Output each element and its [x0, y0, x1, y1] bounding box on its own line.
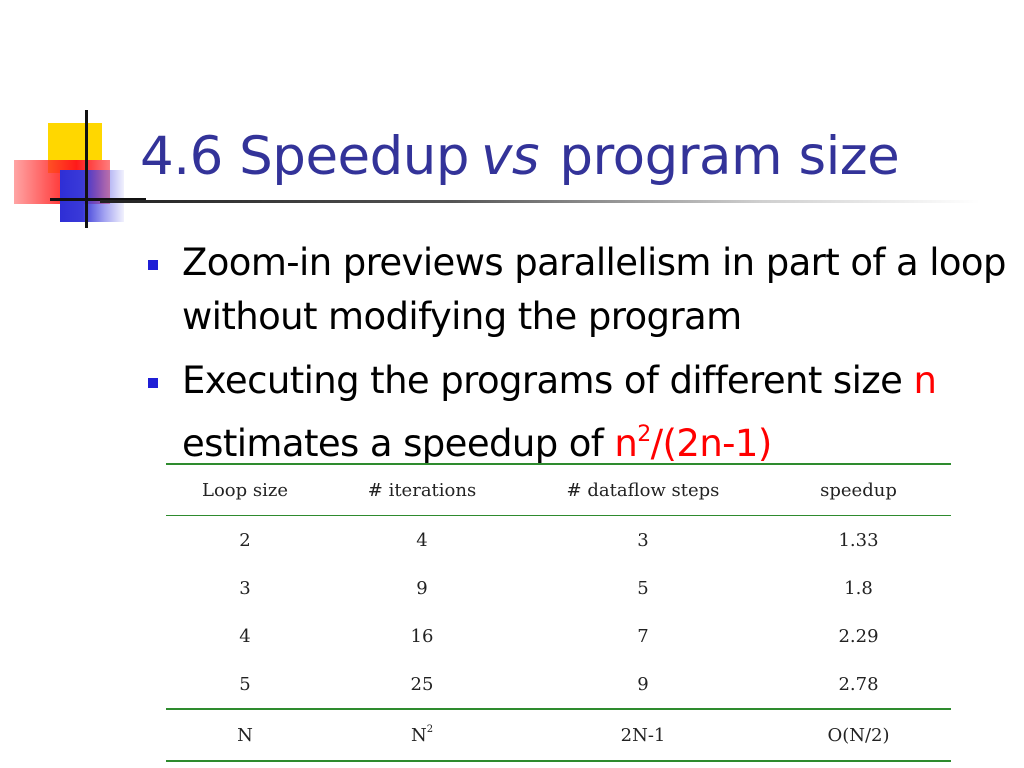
header-loop-size: Loop size	[166, 463, 324, 516]
title-number: 4.6	[140, 126, 223, 187]
blue-square-decoration	[60, 170, 124, 222]
corner-logo	[0, 0, 150, 240]
table-row: 3 9 5 1.8	[166, 564, 951, 612]
bullet-item: Zoom-in previews parallelism in part of …	[144, 236, 1014, 344]
title-part2: program size	[559, 126, 900, 187]
footer-iterations-exponent: 2	[426, 724, 434, 735]
table-row: 2 4 3 1.33	[166, 516, 951, 565]
table-header-row: Loop size # iterations # dataflow steps …	[166, 463, 951, 516]
bullet-text-middle: estimates a speedup of	[182, 422, 604, 465]
cell-iterations: 9	[416, 577, 428, 599]
speedup-table: Loop size # iterations # dataflow steps …	[166, 463, 951, 762]
footer-loop-size: N	[166, 709, 324, 762]
cell-dataflow-steps: 3	[637, 529, 649, 551]
table-row: 4 16 7 2.29	[166, 612, 951, 660]
table-row: 5 25 9 2.78	[166, 660, 951, 710]
slide-title: 4.6 Speedup vs program size	[140, 122, 900, 192]
cell-iterations: 4	[416, 529, 428, 551]
cell-loop-size: 3	[239, 577, 251, 599]
cell-speedup: 2.78	[766, 660, 951, 710]
horizontal-line-decoration	[50, 198, 146, 201]
bullet-square-icon	[148, 260, 158, 270]
bullet-text: Zoom-in previews parallelism in part of …	[182, 241, 1006, 338]
cell-loop-size: 2	[239, 529, 251, 551]
table-footer-row: N N2 2N-1 O(N/2)	[166, 709, 951, 762]
title-underline	[100, 200, 980, 203]
cell-loop-size: 4	[239, 625, 251, 647]
footer-speedup: O(N/2)	[766, 709, 951, 762]
cell-dataflow-steps: 7	[637, 625, 649, 647]
highlight-n: n	[913, 359, 937, 402]
cell-loop-size: 5	[166, 660, 324, 710]
header-speedup: speedup	[766, 463, 951, 516]
bullet-list: Zoom-in previews parallelism in part of …	[144, 236, 1014, 481]
cell-speedup: 1.33	[838, 529, 879, 551]
header-dataflow-steps: # dataflow steps	[520, 463, 766, 516]
title-vs: vs	[481, 126, 540, 187]
formula-exponent: 2	[637, 422, 651, 447]
bullet-text-before: Executing the programs of different size	[182, 359, 903, 402]
footer-iterations-base: N	[410, 725, 427, 746]
speedup-formula: n2/(2n-1)	[614, 422, 773, 465]
vertical-line-decoration	[85, 110, 88, 228]
cell-dataflow-steps: 5	[637, 577, 649, 599]
footer-iterations: N2	[324, 709, 520, 762]
footer-dataflow-steps: 2N-1	[520, 709, 766, 762]
formula-rest: /(2n-1)	[650, 422, 773, 465]
cell-dataflow-steps: 9	[520, 660, 766, 710]
bullet-square-icon	[148, 378, 158, 388]
cell-speedup: 2.29	[838, 625, 879, 647]
cell-speedup: 1.8	[844, 577, 873, 599]
bullet-item: Executing the programs of different size…	[144, 354, 1014, 471]
cell-iterations: 25	[324, 660, 520, 710]
title-part1: Speedup	[239, 126, 470, 187]
header-iterations: # iterations	[324, 463, 520, 516]
cell-iterations: 16	[410, 625, 434, 647]
formula-base: n	[614, 422, 638, 465]
